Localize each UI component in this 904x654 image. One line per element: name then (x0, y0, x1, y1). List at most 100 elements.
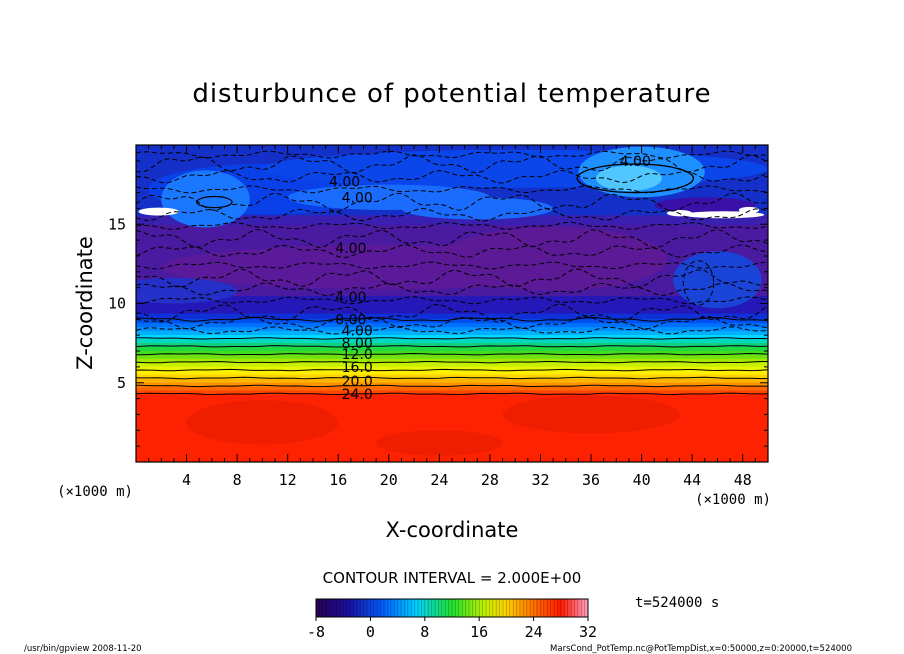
chart-title: disturbunce of potential temperature (192, 79, 711, 109)
anomaly-patches (136, 146, 768, 456)
anomaly-patch (136, 278, 238, 304)
contour-line (136, 352, 768, 356)
contour-label: 4.00 (342, 323, 373, 339)
x-tick-label: 4 (182, 471, 191, 489)
color-band (136, 334, 768, 339)
color-band (136, 318, 768, 324)
x-tick-label: 20 (380, 471, 398, 489)
colorbar-tick-label: 8 (420, 623, 429, 641)
contour-label: 4.00 (329, 174, 360, 190)
contour-line-negative (136, 303, 768, 323)
contour-label: 4.00 (335, 290, 366, 306)
x-tick-label: 44 (683, 471, 701, 489)
x-tick-label: 24 (430, 471, 448, 489)
color-band (136, 381, 768, 387)
anomaly-patch (439, 227, 667, 291)
color-band (136, 362, 768, 367)
color-band (136, 358, 768, 363)
contour-label: 16.0 (342, 360, 373, 376)
contour-line-negative (136, 154, 768, 174)
y-tick-label: 10 (108, 295, 126, 313)
color-band (136, 350, 768, 355)
contour-line (136, 345, 768, 348)
contour-line (136, 368, 768, 372)
x-tick-label: 48 (734, 471, 752, 489)
footer-right: MarsCond_PotTemp.nc@PotTempDist,x=0:5000… (550, 644, 852, 654)
anomaly-patch (502, 395, 680, 434)
colorbar-tick-label: 24 (525, 623, 543, 641)
colorbar-tick-label: 16 (470, 623, 488, 641)
contour-label: 24.0 (342, 387, 373, 403)
x-unit-left: (×1000 m) (57, 484, 133, 500)
x-axis-label: X-coordinate (386, 518, 519, 542)
colorbar (315, 598, 589, 618)
plot-field (136, 145, 768, 462)
x-tick-label: 28 (481, 471, 499, 489)
missing-value-speck (738, 206, 760, 214)
contour-line-negative (136, 170, 768, 184)
anomaly-patch (186, 400, 339, 445)
x-tick-label: 32 (531, 471, 549, 489)
color-band (136, 377, 768, 383)
color-band (136, 214, 768, 225)
contour-line-negative (136, 261, 768, 270)
color-band (136, 385, 768, 391)
contour-label: 4.00 (620, 154, 651, 170)
contour-line (136, 337, 768, 340)
y-axis-label: Z-coordinate (73, 236, 97, 370)
contour-label: 20.0 (342, 374, 373, 390)
contour-line (136, 360, 768, 364)
contour-lines (136, 150, 768, 396)
contour-line (136, 316, 768, 322)
x-axis-ticks: 4 8 12 16 20 24 28 32 36 40 44 48 (148, 145, 756, 489)
anomaly-patch (596, 165, 662, 191)
colorbar-tick-label: -8 (307, 623, 325, 641)
contour-line-negative (136, 192, 768, 212)
closed-contour (576, 163, 695, 194)
x-tick-label: 36 (582, 471, 600, 489)
x-tick-label: 40 (633, 471, 651, 489)
contour-label: 0.00 (335, 312, 366, 328)
footer-left: /usr/bin/gpview 2008-11-20 (24, 644, 142, 654)
contour-line-negative (136, 282, 768, 297)
closed-contour (196, 195, 233, 209)
contour-line (136, 384, 768, 388)
y-tick-label: 5 (117, 374, 126, 392)
contour-line-negative (136, 315, 768, 330)
color-band (136, 366, 768, 371)
anomaly-patch (376, 430, 503, 456)
y-tick-label: 15 (108, 215, 126, 233)
colorbar-ticks: -8 0 8 16 24 32 (307, 617, 597, 641)
closed-contour (682, 260, 715, 306)
color-band (136, 338, 768, 343)
contour-line-negative (136, 221, 768, 230)
anomaly-patch (654, 197, 756, 214)
contour-line-negative (136, 207, 768, 222)
contour-line (136, 376, 768, 380)
color-band (136, 322, 768, 328)
color-band (136, 346, 768, 351)
colorbar-stripes (319, 599, 585, 617)
contour-label: 8.00 (342, 336, 373, 352)
color-band (136, 326, 768, 332)
x-tick-label: 16 (329, 471, 347, 489)
anomaly-patch (161, 170, 250, 228)
color-band (136, 374, 768, 379)
color-band (136, 295, 768, 314)
x-unit-right: (×1000 m) (695, 492, 771, 508)
contour-label: 4.00 (335, 241, 366, 257)
x-tick-label: 8 (233, 471, 242, 489)
missing-value-speck (138, 207, 179, 216)
missing-value-speck (683, 211, 765, 219)
color-band (136, 354, 768, 359)
colorbar-tick-label: 32 (579, 623, 597, 641)
y-axis-ticks: 5 10 15 (108, 160, 768, 447)
contour-interval-text: CONTOUR INTERVAL = 2.000E+00 (323, 569, 582, 587)
time-label: t=524000 s (635, 595, 719, 611)
contour-line-negative (136, 150, 768, 159)
color-band (136, 342, 768, 347)
contour-line (136, 392, 768, 396)
color-band (136, 330, 768, 336)
contour-line-negative (136, 228, 768, 249)
